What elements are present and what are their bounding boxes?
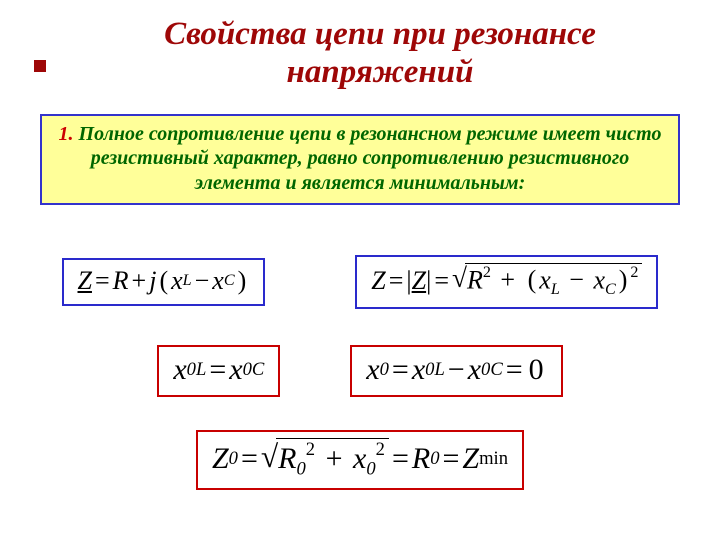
property-textbox: 1. Полное сопротивление цепи в резонансн… [40, 114, 680, 205]
slide-title: Свойства цепи при резонансе напряжений [80, 16, 680, 92]
equation-x0-zero: x0 = x0L − x0C = 0 [350, 345, 562, 397]
equation-z-complex: Z = R + j ( xL − xC ) [62, 258, 266, 306]
equation-row-3: Z0 = √ R02 + x02 = R0 = Zmin [0, 430, 720, 490]
title-bullet [34, 60, 46, 72]
equation-row-1: Z = R + j ( xL − xC ) Z = |Z| = √ R2 + (… [0, 255, 720, 309]
equation-x0l-eq-x0c: x0L = x0C [157, 345, 280, 397]
property-text: Полное сопротивление цепи в резонансном … [79, 123, 662, 194]
equation-row-2: x0L = x0C x0 = x0L − x0C = 0 [0, 345, 720, 397]
equation-z0-min: Z0 = √ R02 + x02 = R0 = Zmin [196, 430, 524, 490]
equation-z-magnitude: Z = |Z| = √ R2 + (xL − xC)2 [355, 255, 658, 309]
property-number: 1. [59, 123, 74, 145]
